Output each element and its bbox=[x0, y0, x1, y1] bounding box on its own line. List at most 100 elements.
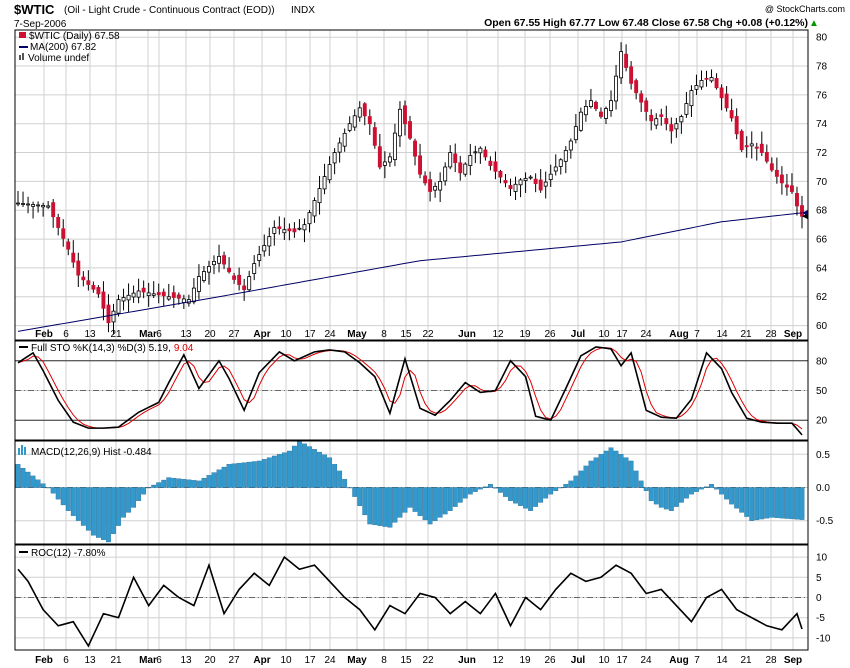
price-panel-frame bbox=[14, 29, 809, 341]
macd-hist-bar bbox=[759, 487, 765, 520]
price-candle bbox=[543, 181, 548, 187]
macd-hist-bar bbox=[623, 457, 629, 488]
price-candle bbox=[277, 226, 282, 230]
x-label-bottom: 10 bbox=[280, 655, 292, 666]
up-arrow-icon: ▲ bbox=[809, 18, 819, 29]
price-candle bbox=[302, 224, 307, 231]
macd-hist-bar bbox=[678, 487, 684, 503]
price-y-tick: 74 bbox=[816, 119, 828, 130]
price-candle bbox=[66, 241, 71, 250]
price-candle bbox=[287, 228, 292, 232]
macd-hist-bar bbox=[30, 475, 36, 488]
macd-hist-bar bbox=[487, 484, 493, 488]
price-candle bbox=[448, 152, 453, 168]
macd-hist-bar bbox=[794, 487, 800, 520]
x-label-top: 24 bbox=[640, 329, 652, 340]
macd-hist-bar bbox=[699, 487, 704, 490]
price-candle bbox=[729, 110, 734, 119]
macd-legend: MACD(12,26,9) Hist -0.484 bbox=[31, 447, 152, 458]
price-candle bbox=[61, 228, 66, 239]
symbol-title: $WTIC bbox=[14, 2, 55, 17]
price-candle bbox=[116, 299, 121, 314]
price-candle bbox=[413, 140, 417, 157]
macd-hist-bar bbox=[442, 487, 448, 515]
price-candle bbox=[664, 118, 669, 125]
price-candle bbox=[322, 176, 327, 190]
macd-hist-bar bbox=[583, 465, 589, 488]
macd-hist-bar bbox=[769, 487, 775, 518]
price-candle bbox=[392, 132, 397, 161]
price-candle bbox=[327, 164, 332, 181]
price-candle bbox=[111, 310, 116, 323]
price-candle bbox=[604, 108, 608, 119]
price-candle bbox=[528, 176, 533, 179]
macd-hist-bar bbox=[291, 445, 297, 488]
price-candle bbox=[337, 142, 342, 153]
price-candle bbox=[679, 116, 684, 123]
price-candle bbox=[342, 132, 347, 147]
sto-y-tick: 80 bbox=[816, 356, 828, 367]
macd-hist-bar bbox=[342, 479, 348, 488]
chart-date: 7-Sep-2006 bbox=[14, 19, 67, 30]
price-candle bbox=[744, 145, 749, 148]
x-label-bottom: 19 bbox=[519, 655, 531, 666]
macd-hist-bar bbox=[432, 487, 438, 521]
x-label-top: 24 bbox=[324, 329, 336, 340]
macd-hist-bar bbox=[251, 461, 257, 488]
price-candle bbox=[46, 205, 51, 208]
macd-hist-bar bbox=[90, 487, 96, 536]
macd-hist-bar bbox=[231, 463, 237, 488]
x-label-top: 14 bbox=[716, 329, 728, 340]
macd-hist-bar bbox=[221, 466, 227, 488]
macd-hist-bar bbox=[327, 457, 333, 488]
price-candle bbox=[473, 151, 478, 154]
macd-hist-bar bbox=[467, 487, 473, 495]
x-label-bottom: 13 bbox=[180, 655, 192, 666]
sto-panel-frame bbox=[14, 340, 809, 441]
price-candle bbox=[734, 116, 739, 135]
price-candle bbox=[387, 156, 392, 163]
price-candle bbox=[382, 161, 387, 166]
price-candle bbox=[81, 276, 86, 281]
sto-y-tick: 50 bbox=[816, 386, 828, 397]
price-legend: $WTIC (Daily) 67.58 bbox=[29, 31, 120, 42]
macd-hist-bar bbox=[176, 478, 182, 488]
x-label-top: 17 bbox=[304, 329, 316, 340]
macd-hist-bar bbox=[337, 470, 343, 488]
macd-hist-bar bbox=[85, 487, 91, 531]
macd-hist-bar bbox=[246, 461, 252, 488]
price-candle bbox=[458, 162, 463, 174]
price-y-tick: 80 bbox=[816, 33, 828, 44]
price-candle bbox=[488, 160, 493, 166]
x-label-top: 21 bbox=[740, 329, 752, 340]
price-y-tick: 60 bbox=[816, 321, 828, 332]
price-candle bbox=[634, 80, 639, 94]
price-candle bbox=[769, 163, 774, 171]
price-candle bbox=[423, 175, 428, 184]
price-candle bbox=[141, 287, 146, 293]
chart-panels bbox=[15, 30, 808, 650]
macd-hist-bar bbox=[528, 487, 534, 511]
price-candle bbox=[619, 51, 624, 79]
price-candle bbox=[774, 169, 779, 177]
price-candle bbox=[568, 140, 573, 151]
macd-y-tick: -0.5 bbox=[816, 516, 834, 527]
price-candle bbox=[709, 77, 714, 82]
x-label-top: 22 bbox=[422, 329, 434, 340]
price-candle bbox=[347, 123, 352, 131]
x-label-bottom: 20 bbox=[204, 655, 216, 666]
roc-line bbox=[17, 555, 803, 648]
macd-hist-bar bbox=[513, 487, 518, 504]
price-candle bbox=[674, 123, 679, 130]
macd-hist-bar bbox=[719, 487, 725, 495]
price-candle bbox=[684, 103, 689, 115]
price-candle bbox=[508, 185, 513, 190]
x-label-bottom: 21 bbox=[740, 655, 752, 666]
price-y-tick: 70 bbox=[816, 177, 828, 188]
x-label-top: 6 bbox=[63, 329, 69, 340]
price-candle bbox=[749, 143, 754, 147]
macd-hist-bar bbox=[121, 487, 126, 518]
price-y-tick: 64 bbox=[816, 263, 828, 274]
macd-hist-bar bbox=[317, 451, 322, 488]
